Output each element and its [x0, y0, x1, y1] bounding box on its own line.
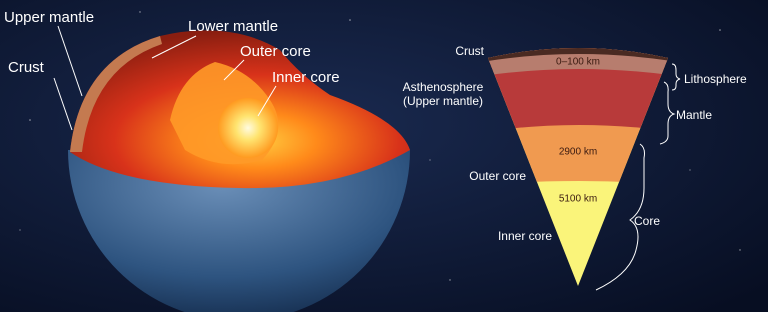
layer-label: Crust: [455, 44, 484, 58]
label: Crust: [8, 59, 45, 76]
layer-label: Outer core: [469, 169, 526, 183]
bracket-label: Core: [634, 214, 660, 228]
bracket-label: Mantle: [676, 108, 712, 122]
depth-label: 5100 km: [559, 194, 597, 205]
depth-label: 0–100 km: [556, 57, 600, 68]
layer-label: Inner core: [498, 229, 552, 243]
depth-label: 2900 km: [559, 147, 597, 158]
bracket-label: Lithosphere: [684, 72, 747, 86]
layer-label: (Upper mantle): [403, 94, 483, 108]
layer-label: Asthenosphere: [403, 80, 484, 94]
label: Inner core: [272, 69, 340, 86]
earth-layers: Upper mantle Crust Lower mantle Outer co…: [0, 0, 768, 312]
label: Lower mantle: [188, 18, 278, 35]
label: Upper mantle: [4, 9, 94, 26]
label: Outer core: [240, 43, 311, 60]
